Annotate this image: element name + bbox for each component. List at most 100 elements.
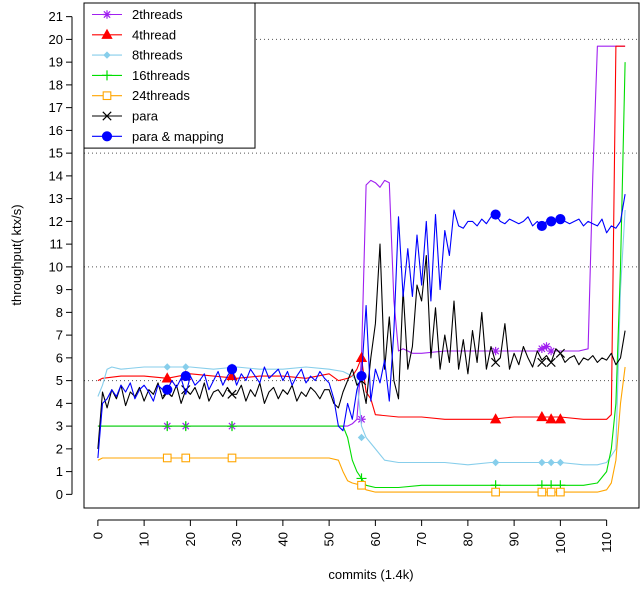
- legend-entry: 16threads: [92, 68, 190, 83]
- plot-frame: [83, 2, 640, 509]
- y-tick-label: 13: [49, 191, 63, 206]
- series-3: [97, 62, 626, 491]
- y-tick-label: 6: [56, 350, 63, 365]
- legend-entry: para & mapping: [92, 129, 224, 144]
- x-tick-label: 110: [599, 532, 614, 553]
- data-point: [537, 344, 547, 353]
- data-point: [490, 209, 501, 220]
- y-tick-label: 14: [49, 168, 63, 183]
- x-tick-label: 90: [507, 532, 522, 546]
- data-point: [556, 458, 565, 467]
- data-point: [547, 458, 555, 467]
- x-tick-label: 50: [322, 532, 337, 546]
- legend-marker: [101, 28, 113, 39]
- x-tick-label: 60: [368, 532, 383, 546]
- y-tick-label: 20: [49, 32, 63, 47]
- data-point: [491, 458, 500, 467]
- y-tick-label: 0: [56, 487, 63, 502]
- legend-marker: [102, 10, 112, 19]
- y-tick-label: 21: [49, 9, 63, 24]
- y-tick-label: 19: [49, 55, 63, 70]
- data-point: [227, 421, 237, 432]
- legend-label: 8threads: [132, 48, 183, 63]
- data-point: [355, 351, 368, 362]
- y-tick-label: 5: [56, 373, 63, 388]
- data-point: [491, 487, 500, 497]
- data-point: [545, 413, 557, 424]
- data-point: [357, 480, 366, 490]
- data-point: [163, 363, 171, 371]
- legend-marker: [102, 111, 112, 121]
- data-point: [542, 342, 551, 351]
- data-point: [357, 433, 366, 442]
- x-tick-label: 10: [137, 532, 152, 546]
- data-point: [227, 389, 237, 399]
- y-tick-label: 7: [56, 328, 63, 343]
- legend-label: 2threads: [132, 7, 183, 22]
- data-point: [546, 487, 556, 497]
- x-axis-title: commits (1.4k): [328, 567, 413, 582]
- series-2: [97, 209, 626, 467]
- y-tick-label: 11: [50, 237, 64, 252]
- series-line: [97, 45, 626, 420]
- data-point: [536, 410, 548, 422]
- data-point: [162, 384, 173, 395]
- y-tick-label: 15: [49, 146, 63, 161]
- data-point: [491, 357, 501, 368]
- y-tick-label: 17: [49, 100, 63, 115]
- series-line: [97, 209, 626, 466]
- data-point: [162, 453, 172, 463]
- data-point: [536, 220, 547, 232]
- data-point: [491, 346, 500, 356]
- data-point: [180, 370, 191, 382]
- x-tick-label: 80: [460, 532, 475, 546]
- data-point: [226, 364, 238, 375]
- y-tick-label: 1: [56, 464, 63, 479]
- series-line: [97, 366, 626, 493]
- legend-label: para & mapping: [132, 129, 224, 144]
- data-point: [554, 413, 567, 424]
- legend-marker: [102, 91, 112, 101]
- legend-entry: 24threads: [92, 88, 190, 103]
- legend-label: 4thread: [132, 27, 176, 42]
- series-4: [97, 366, 626, 497]
- y-tick-label: 16: [49, 123, 63, 138]
- legend-entry: para: [92, 109, 159, 124]
- legend: 2threads 4thread 8threads 16threads 24thread…: [83, 2, 256, 149]
- y-tick-label: 4: [56, 396, 63, 411]
- y-tick-label: 18: [49, 77, 63, 92]
- x-tick-label: 0: [90, 532, 105, 539]
- data-point: [181, 385, 191, 395]
- series-6: [97, 194, 626, 459]
- legend-marker: [102, 70, 112, 81]
- legend-label: 24threads: [132, 88, 190, 103]
- data-point: [538, 458, 546, 467]
- data-point: [357, 415, 366, 424]
- data-point: [556, 487, 565, 497]
- x-tick-label: 40: [275, 532, 290, 546]
- data-point: [537, 487, 547, 497]
- legend-label: para: [132, 109, 159, 124]
- data-point: [161, 372, 173, 383]
- legend-entry: 4thread: [92, 27, 176, 42]
- data-point: [227, 453, 237, 463]
- data-point: [546, 216, 557, 227]
- series-group: [97, 45, 626, 497]
- data-point: [555, 214, 566, 225]
- data-point: [162, 421, 173, 432]
- data-point: [356, 370, 367, 382]
- y-axis-title: throughput( ktx/s): [9, 204, 24, 305]
- data-point: [489, 413, 502, 424]
- series-line: [97, 62, 626, 489]
- data-point: [537, 357, 547, 368]
- data-point: [182, 363, 190, 371]
- y-tick-label: 12: [49, 214, 63, 229]
- legend-marker: [103, 51, 111, 59]
- x-tick-label: 100: [553, 532, 568, 554]
- y-tick-label: 8: [56, 305, 63, 320]
- data-point: [180, 421, 191, 432]
- y-tick-label: 3: [56, 419, 63, 434]
- y-tick-label: 10: [49, 259, 63, 274]
